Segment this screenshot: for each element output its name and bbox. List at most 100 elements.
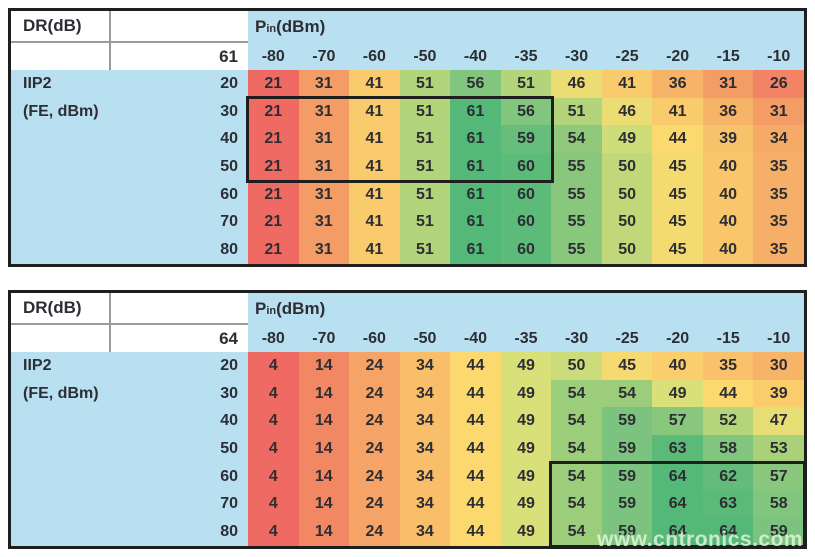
heatmap-cell: 44	[450, 379, 501, 408]
heatmap-cell: 56	[450, 70, 501, 98]
heatmap-cell: 14	[298, 435, 350, 463]
heatmap-cell: 31	[753, 97, 804, 126]
heatmap-cell: 54	[551, 462, 602, 491]
heatmap-cell: 58	[753, 490, 804, 519]
heatmap-cell: 51	[551, 97, 602, 126]
heatmap-cell: 31	[298, 97, 350, 126]
heatmap-cell: 54	[551, 379, 602, 408]
heatmap-cell: 61	[450, 208, 501, 237]
row-axis-label	[11, 153, 111, 181]
heatmap-cell: 47	[753, 407, 804, 436]
heatmap-cell: 35	[753, 180, 804, 209]
heatmap-cell: 51	[399, 70, 451, 98]
heatmap-cell: 45	[652, 180, 703, 209]
header-blank-cell	[11, 325, 111, 352]
heatmap-cell: 14	[298, 490, 350, 519]
heatmap-cell: 4	[248, 407, 299, 436]
heatmap-cell: 34	[399, 490, 451, 519]
row-header: 50	[111, 435, 248, 463]
heatmap-cell: 44	[450, 407, 501, 436]
heatmap-cell: 21	[248, 236, 299, 264]
heatmap-cell: 34	[399, 462, 451, 491]
heatmap-cell: 61	[450, 236, 501, 264]
heatmap-cell: 60	[500, 208, 552, 237]
row-axis-label: IIP2	[11, 70, 111, 98]
heatmap-cell: 59	[601, 407, 653, 436]
heatmap-cell: 14	[298, 379, 350, 408]
heatmap-cell: 57	[652, 407, 703, 436]
heatmap-cell: 45	[652, 236, 703, 264]
column-header: -30	[551, 43, 602, 70]
header-blank-cell	[11, 43, 111, 70]
heatmap-cell: 24	[349, 352, 400, 380]
heatmap-cell: 35	[753, 236, 804, 264]
heatmap-cell: 24	[349, 462, 400, 491]
heatmap-cell: 44	[702, 379, 754, 408]
heatmap-cell: 4	[248, 352, 299, 380]
heatmap-cell: 50	[601, 236, 653, 264]
heatmap-cell: 64	[702, 518, 754, 546]
heatmap-cell: 59	[601, 490, 653, 519]
header-blank-cell	[111, 293, 248, 325]
heatmap-cell: 24	[349, 435, 400, 463]
heatmap-cell: 55	[551, 180, 602, 209]
column-header: -15	[702, 325, 754, 352]
heatmap-cell: 21	[248, 208, 299, 237]
heatmap-cell: 61	[450, 153, 501, 181]
heatmap-cell: 61	[450, 97, 501, 126]
heatmap-cell: 34	[399, 352, 451, 380]
reference-value: 61	[111, 43, 248, 70]
heatmap-cell: 41	[349, 97, 400, 126]
heatmap-cell: 39	[702, 125, 754, 154]
heatmap-cell: 44	[450, 518, 501, 546]
heatmap-cell: 55	[551, 208, 602, 237]
row-axis-label	[11, 490, 111, 519]
heatmap-cell: 62	[702, 462, 754, 491]
heatmap-cell: 39	[753, 379, 804, 408]
heatmap-cell: 56	[500, 97, 552, 126]
heatmap-cell: 59	[601, 435, 653, 463]
heatmap-cell: 49	[500, 407, 552, 436]
heatmap-cell: 45	[601, 352, 653, 380]
heatmap-cell: 31	[298, 208, 350, 237]
heatmap-cell: 45	[652, 208, 703, 237]
row-header: 40	[111, 407, 248, 436]
heatmap-cell: 31	[298, 180, 350, 209]
row-header: 70	[111, 490, 248, 519]
heatmap-cell: 24	[349, 518, 400, 546]
row-axis-label	[11, 208, 111, 237]
heatmap-cell: 49	[500, 435, 552, 463]
heatmap-cell: 59	[601, 462, 653, 491]
heatmap-cell: 14	[298, 407, 350, 436]
heatmap-cell: 51	[399, 97, 451, 126]
heatmap-cell: 21	[248, 97, 299, 126]
column-header: -10	[753, 43, 804, 70]
heatmap-cell: 21	[248, 180, 299, 209]
heatmap-cell: 54	[551, 407, 602, 436]
column-header: -30	[551, 325, 602, 352]
heatmap-cell: 50	[601, 180, 653, 209]
heatmap-cell: 44	[450, 462, 501, 491]
column-header: -50	[399, 325, 451, 352]
heatmap-cell: 49	[500, 518, 552, 546]
heatmap-cell: 64	[652, 490, 703, 519]
heatmap-cell: 57	[753, 462, 804, 491]
row-header: 80	[111, 236, 248, 264]
heatmap-cell: 51	[399, 153, 451, 181]
column-header: -70	[298, 43, 350, 70]
column-header: -60	[349, 43, 400, 70]
heatmap-cell: 34	[399, 435, 451, 463]
heatmap-cell: 54	[551, 125, 602, 154]
pin-main: P	[255, 299, 267, 318]
heatmap-cell: 40	[702, 180, 754, 209]
column-header: -80	[248, 43, 299, 70]
row-header: 70	[111, 208, 248, 237]
heatmap-cell: 51	[399, 180, 451, 209]
column-header: -15	[702, 43, 754, 70]
heatmap-cell: 58	[702, 435, 754, 463]
heatmap-cell: 54	[551, 490, 602, 519]
reference-value: 64	[111, 325, 248, 352]
heatmap-cell: 64	[652, 518, 703, 546]
row-header: 50	[111, 153, 248, 181]
